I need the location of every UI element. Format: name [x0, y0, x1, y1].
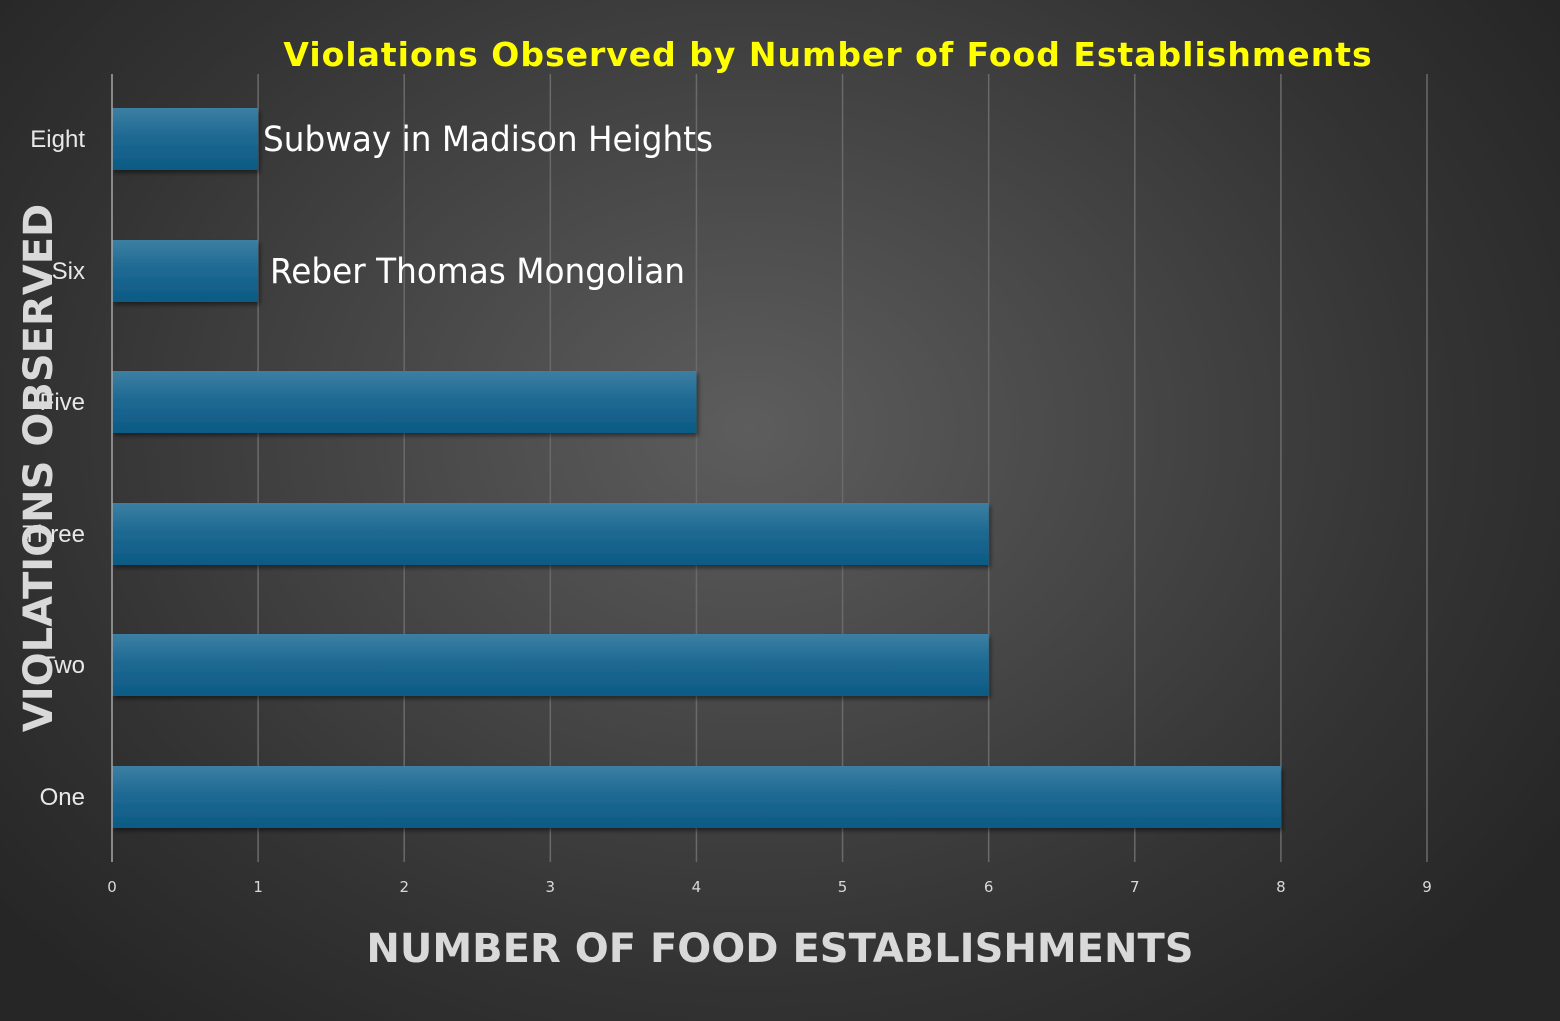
bar-two [112, 634, 989, 696]
x-tick-labels: 0 1 2 3 4 5 6 7 8 9 [107, 878, 1432, 896]
category-label: Two [41, 652, 85, 679]
bars [112, 108, 1281, 828]
x-tick-label: 7 [1130, 878, 1140, 896]
annotations: Subway in Madison Heights Reber Thomas Mo… [263, 120, 713, 292]
bar-three [112, 503, 989, 565]
category-label: Eight [30, 126, 85, 153]
bar-six [112, 240, 259, 302]
category-label: One [40, 784, 85, 811]
x-tick-label: 3 [546, 878, 556, 896]
category-label: Six [52, 258, 85, 285]
bar-five [112, 371, 697, 433]
bar-eight [112, 108, 259, 170]
x-axis-title: NUMBER OF FOOD ESTABLISHMENTS [366, 926, 1193, 972]
x-tick-label: 5 [838, 878, 848, 896]
x-tick-label: 6 [984, 878, 994, 896]
x-tick-label: 0 [107, 878, 117, 896]
x-tick-label: 2 [399, 878, 409, 896]
y-axis-title: VIOLATIONS OBSERVED [16, 204, 62, 732]
x-tick-label: 8 [1276, 878, 1286, 896]
annotation-label: Reber Thomas Mongolian [270, 252, 685, 292]
category-label: Three [22, 521, 85, 548]
category-labels: One Two Three Five Six Eight [22, 126, 85, 811]
bar-one [112, 766, 1281, 828]
x-tick-label: 9 [1422, 878, 1432, 896]
category-label: Five [40, 389, 85, 416]
annotation-label: Subway in Madison Heights [263, 120, 713, 160]
x-tick-label: 4 [692, 878, 702, 896]
x-tick-label: 1 [253, 878, 263, 896]
grid-lines [257, 74, 1428, 862]
chart-title: Violations Observed by Number of Food Es… [283, 35, 1372, 74]
